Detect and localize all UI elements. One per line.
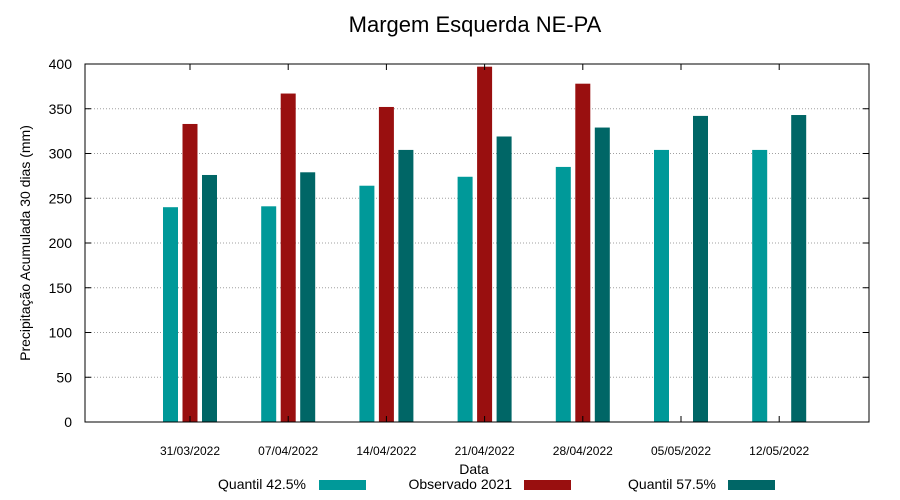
- bar: [555, 166, 571, 422]
- x-tick-label: 12/05/2022: [749, 444, 809, 458]
- bar: [182, 123, 198, 422]
- bar: [202, 174, 217, 422]
- y-tick-label: 150: [49, 280, 73, 296]
- bar: [654, 149, 669, 423]
- y-tick-label: 250: [49, 190, 73, 206]
- x-axis-label: Data: [459, 461, 489, 477]
- bar: [752, 149, 768, 423]
- legend-label: Observado 2021: [408, 476, 512, 492]
- y-axis-ticks: 0 50 100 150 200 250 300 350 400: [49, 56, 869, 430]
- bar: [496, 136, 512, 422]
- bar: [163, 207, 178, 422]
- bars: [163, 66, 807, 423]
- legend: Quantil 42.5% Observado 2021 Quantil 57.5%: [218, 476, 775, 492]
- x-axis-ticks: 31/03/2022 07/04/2022 14/04/2022 21/04/2022…: [160, 64, 810, 458]
- legend-swatch: [524, 480, 571, 490]
- bar: [693, 115, 708, 422]
- legend-label: Quantil 57.5%: [628, 476, 716, 492]
- bar: [575, 83, 591, 422]
- bar: [280, 93, 296, 422]
- y-tick-label: 400: [49, 56, 73, 72]
- x-tick-label: 07/04/2022: [258, 444, 318, 458]
- x-tick-label: 21/04/2022: [455, 444, 515, 458]
- chart-title: Margem Esquerda NE-PA: [349, 12, 602, 37]
- bar: [378, 106, 394, 423]
- y-tick-label: 100: [49, 325, 73, 341]
- x-tick-label: 28/04/2022: [553, 444, 613, 458]
- legend-swatch: [319, 480, 366, 490]
- bar: [359, 185, 375, 422]
- bar: [398, 149, 414, 423]
- x-tick-label: 31/03/2022: [160, 444, 220, 458]
- y-tick-label: 300: [49, 146, 73, 162]
- bar: [300, 172, 316, 422]
- y-tick-label: 350: [49, 101, 73, 117]
- bar: [261, 206, 277, 422]
- bar: [791, 115, 807, 422]
- bar: [594, 127, 610, 423]
- y-axis-label: Precipitação Acumulada 30 dias (mm): [17, 125, 33, 361]
- y-tick-label: 50: [56, 369, 72, 385]
- x-tick-label: 05/05/2022: [651, 444, 711, 458]
- x-tick-label: 14/04/2022: [356, 444, 416, 458]
- bar: [477, 66, 493, 422]
- legend-label: Quantil 42.5%: [218, 476, 306, 492]
- bar: [457, 176, 473, 422]
- legend-swatch: [728, 480, 775, 490]
- y-tick-label: 0: [64, 414, 72, 430]
- y-tick-label: 200: [49, 235, 73, 251]
